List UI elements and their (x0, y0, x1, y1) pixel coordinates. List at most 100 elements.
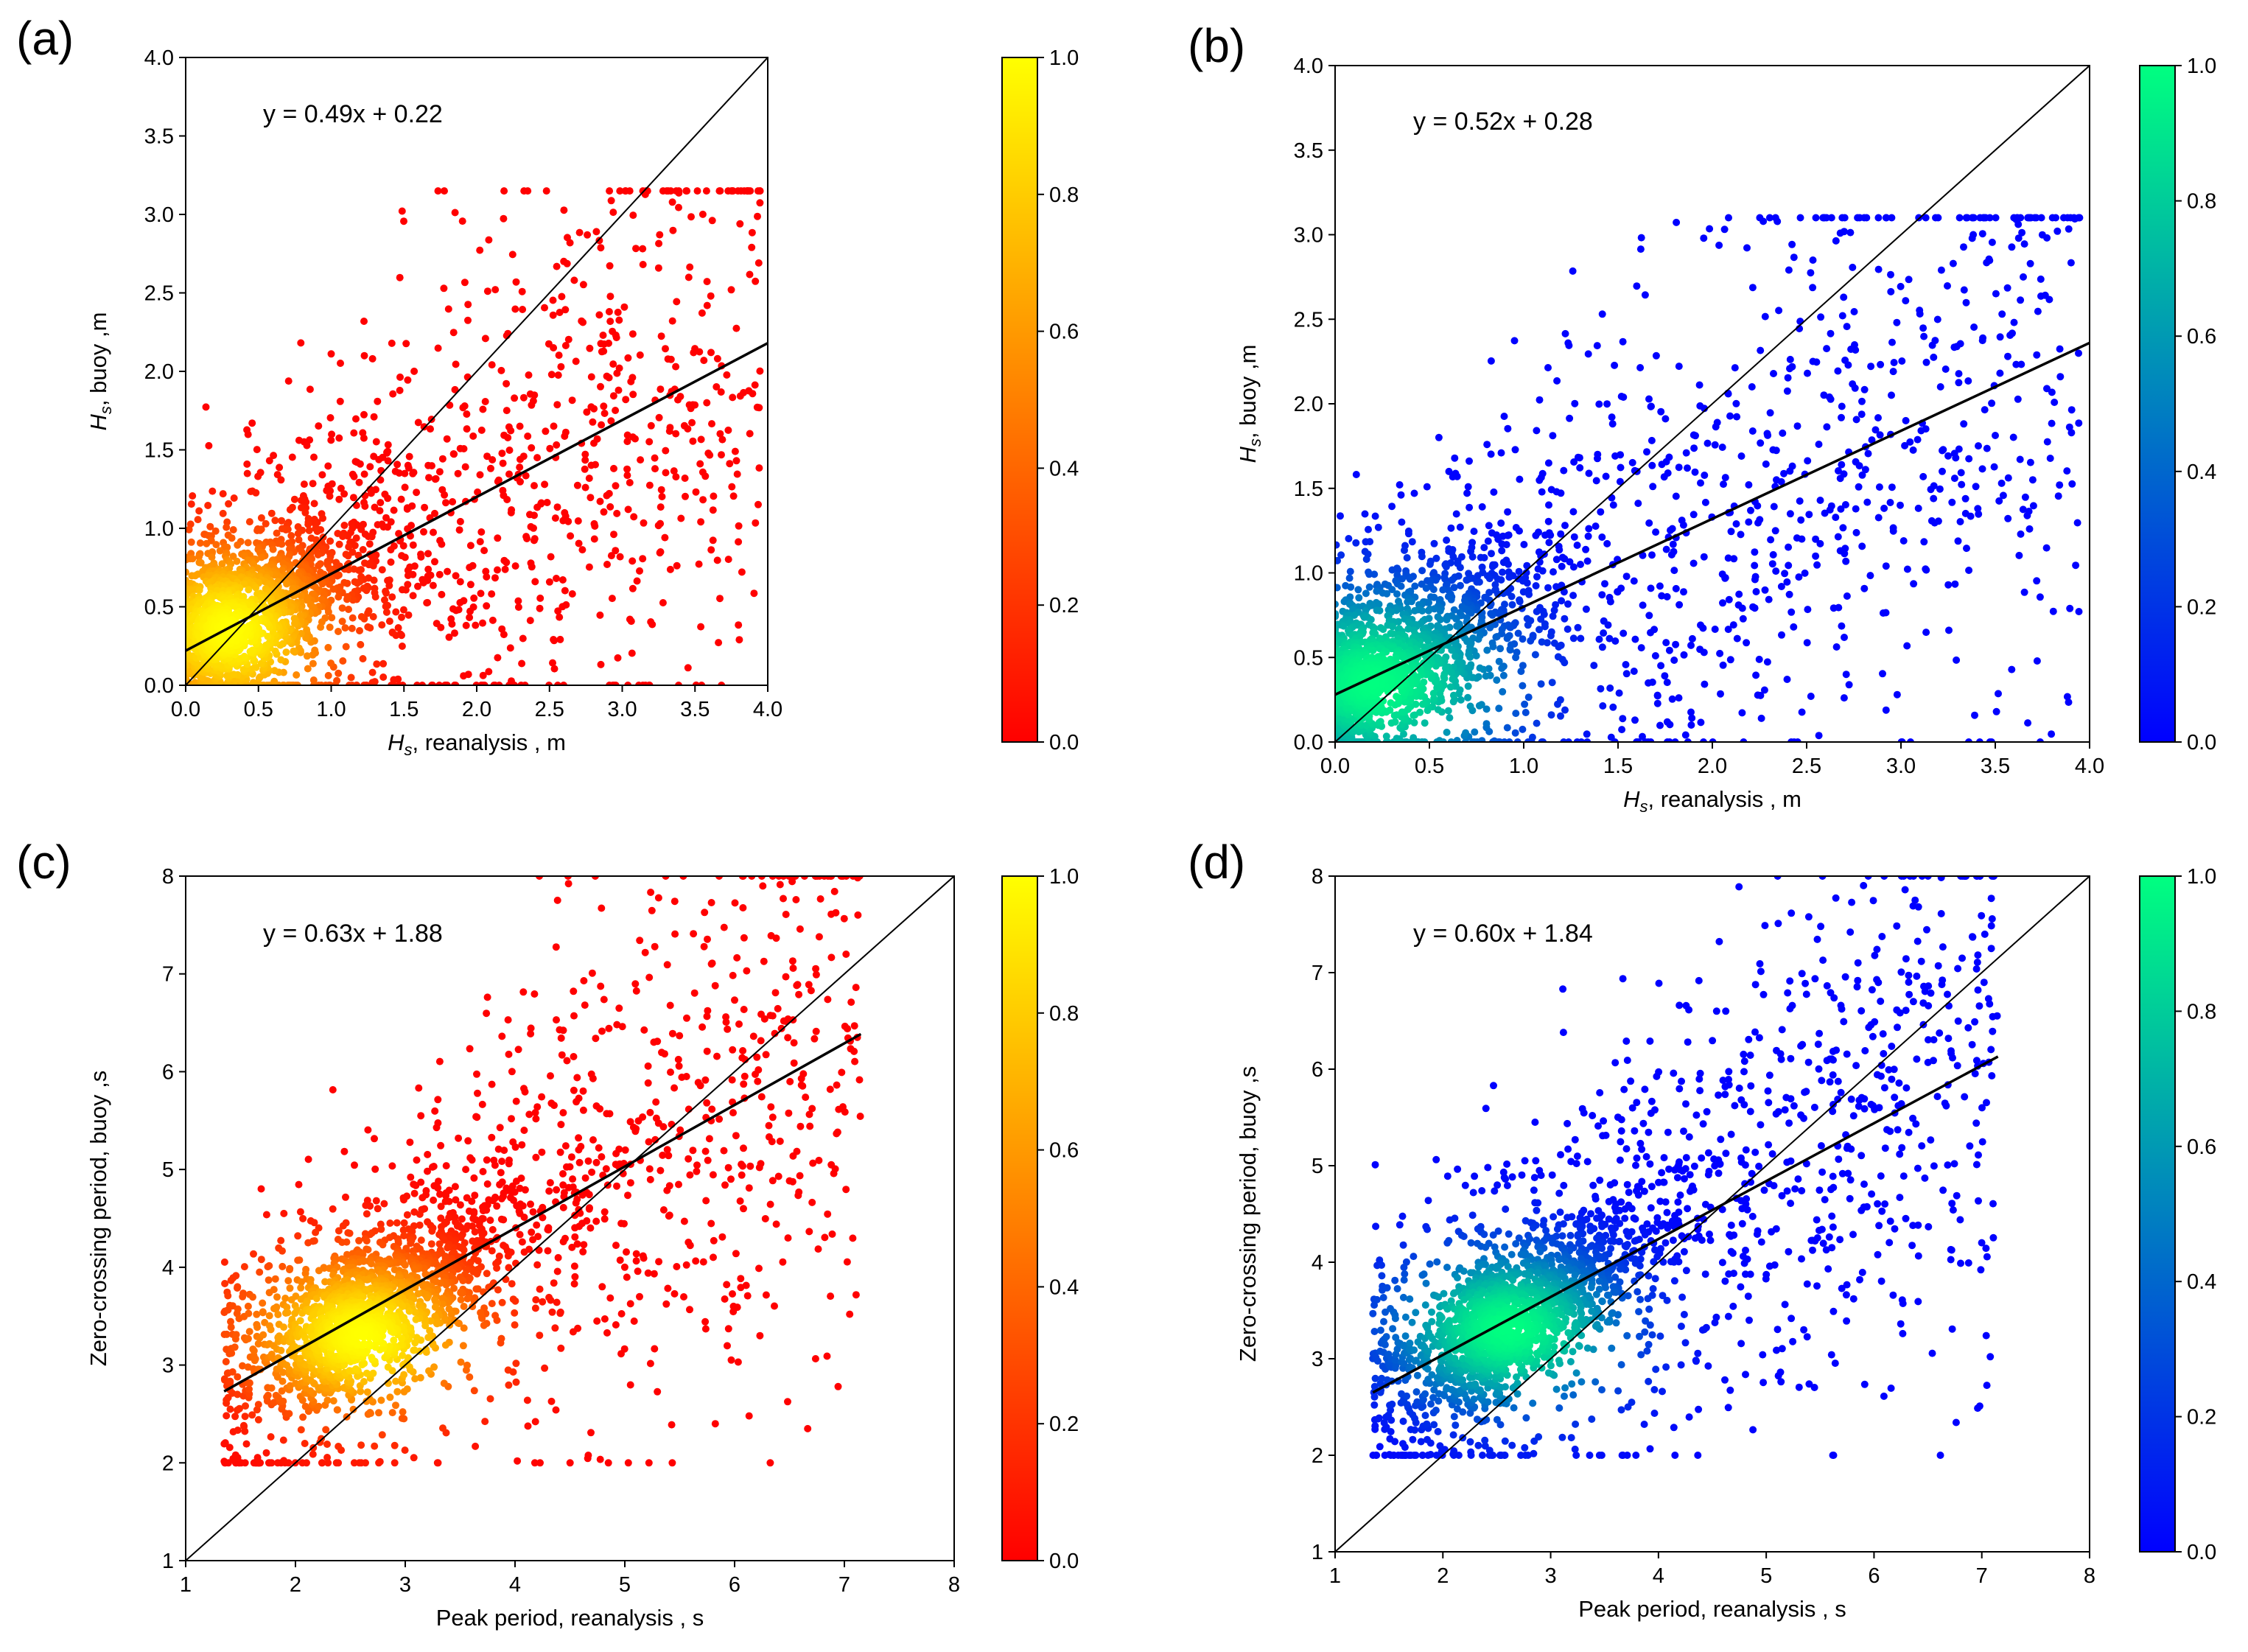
scatter-point (1606, 634, 1614, 643)
scatter-point (1569, 267, 1577, 275)
scatter-point (1423, 483, 1431, 491)
scatter-point (257, 553, 265, 561)
scatter-point (1922, 214, 1930, 222)
scatter-point (1773, 476, 1780, 484)
scatter-point (568, 396, 576, 405)
scatter-point (1547, 531, 1555, 539)
scatter-point (598, 421, 606, 429)
scatter-point (441, 187, 448, 195)
scatter-point (640, 519, 648, 527)
scatter-point (1447, 595, 1455, 603)
scatter-point (1382, 732, 1390, 741)
scatter-point (1804, 606, 1812, 614)
scatter-point (1888, 214, 1896, 222)
scatter-point (703, 301, 711, 309)
scatter-point (1345, 535, 1353, 542)
scatter-point (1961, 509, 1969, 517)
scatter-point (431, 558, 438, 566)
scatter-point (1533, 608, 1541, 615)
scatter-point (1552, 601, 1560, 609)
scatter-point (1478, 563, 1486, 571)
y-axis-label: Hs, buoy ,m (85, 312, 115, 431)
scatter-point (315, 561, 323, 570)
scatter-point (1804, 457, 1812, 465)
scatter-point (1975, 442, 1982, 450)
scatter-point (374, 397, 382, 405)
scatter-point (1711, 626, 1719, 633)
scatter-point (2033, 351, 2041, 359)
scatter-point (1961, 494, 1969, 503)
scatter-point (561, 306, 570, 314)
scatter-point (1888, 483, 1896, 491)
x-tick-label: 4.0 (753, 698, 782, 721)
scatter-point (297, 504, 305, 511)
scatter-point (240, 652, 248, 660)
scatter-point (586, 494, 595, 502)
scatter-point (1553, 377, 1561, 385)
scatter-point (1561, 615, 1569, 623)
scatter-point (333, 572, 341, 580)
scatter-point (1517, 668, 1525, 676)
scatter-point (2049, 607, 2057, 615)
scatter-point (1430, 539, 1438, 547)
scatter-point (581, 465, 589, 473)
scatter-point (1561, 522, 1569, 530)
scatter-point (1809, 284, 1817, 292)
scatter-point (265, 457, 273, 465)
scatter-point (603, 372, 611, 380)
scatter-point (732, 324, 740, 332)
scatter-point (1537, 552, 1545, 560)
scatter-point (606, 293, 614, 301)
scatter-point (1681, 731, 1689, 739)
scatter-point (1533, 573, 1541, 581)
scatter-point (1765, 214, 1773, 222)
scatter-point (621, 187, 629, 195)
scatter-point (1953, 656, 1961, 664)
scatter-point (357, 640, 365, 648)
scatter-point (596, 611, 604, 619)
scatter-point (1930, 353, 1938, 361)
scatter-point (1775, 307, 1783, 315)
scatter-point (1606, 598, 1614, 606)
scatter-point (438, 540, 446, 548)
scatter-point (1648, 436, 1656, 444)
scatter-point (1920, 332, 1928, 340)
scatter-point (382, 587, 390, 595)
scatter-point (1816, 497, 1824, 504)
scatter-point (1614, 588, 1622, 596)
scatter-point (1560, 466, 1568, 475)
scatter-point (1373, 587, 1381, 595)
scatter-point (656, 503, 665, 511)
scatter-point (1453, 737, 1461, 742)
scatter-point (2042, 544, 2051, 552)
scatter-point (1796, 497, 1804, 505)
scatter-point (578, 546, 586, 554)
scatter-point (1418, 567, 1426, 575)
scatter-point (1832, 643, 1841, 651)
scatter-point (559, 517, 567, 525)
scatter-point (626, 479, 634, 486)
scatter-point (425, 474, 433, 482)
scatter-point (1673, 218, 1681, 226)
scatter-point (754, 187, 762, 195)
scatter-point (1396, 481, 1404, 489)
scatter-point (1335, 612, 1339, 620)
scatter-point (1834, 533, 1842, 541)
scatter-point (1456, 564, 1464, 572)
scatter-point (1920, 538, 1928, 546)
scatter-point (2043, 438, 2051, 446)
scatter-point (628, 584, 637, 592)
scatter-point (526, 511, 533, 519)
scatter-point (1574, 623, 1582, 631)
scatter-point (304, 520, 312, 528)
scatter-point (1520, 541, 1528, 548)
scatter-point (1902, 297, 1910, 305)
scatter-point (2059, 214, 2067, 222)
scatter-point (695, 560, 703, 568)
scatter-point (1820, 391, 1828, 399)
scatter-point (1622, 573, 1631, 581)
scatter-point (1585, 525, 1593, 533)
scatter-point (629, 391, 637, 399)
scatter-point (385, 581, 393, 589)
